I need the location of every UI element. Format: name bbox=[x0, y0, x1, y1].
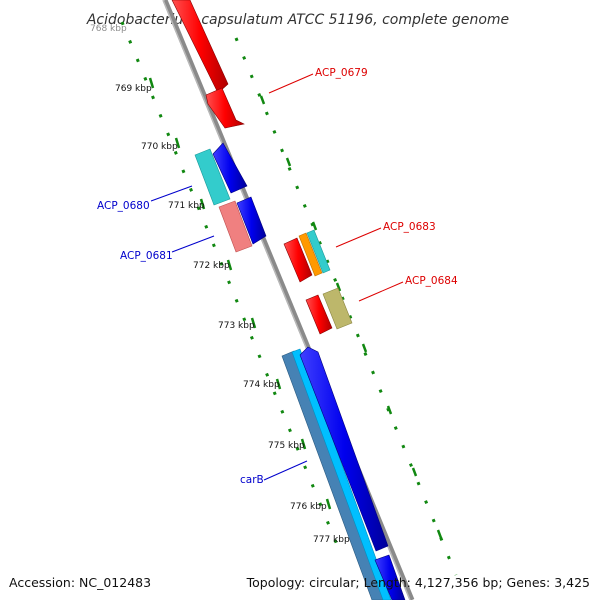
tick-mark bbox=[386, 405, 393, 415]
gene-acp0679-part2[interactable] bbox=[205, 87, 245, 129]
label-acp0681[interactable]: ACP_0681 bbox=[120, 250, 173, 262]
gene-acp0683-red[interactable] bbox=[283, 237, 313, 283]
gene-acp0684-red[interactable] bbox=[305, 294, 333, 335]
label-acp0684[interactable]: ACP_0684 bbox=[405, 275, 458, 287]
tick-mark bbox=[148, 77, 155, 89]
gene-acp0684[interactable] bbox=[322, 287, 353, 330]
tick-mark bbox=[199, 198, 206, 210]
tick-mark bbox=[275, 378, 282, 390]
tick-label-772: 772 kbp bbox=[193, 261, 230, 271]
leader-carB bbox=[263, 460, 308, 481]
inner-ruler bbox=[120, 21, 342, 553]
tick-mark bbox=[285, 157, 292, 167]
leader-acp0681 bbox=[171, 235, 215, 253]
label-carB[interactable]: carB bbox=[240, 474, 264, 486]
gene-labels: ACP_0679 ACP_0680 ACP_0681 ACP_0683 ACP_… bbox=[97, 67, 458, 486]
tick-mark bbox=[361, 343, 368, 353]
tick-label-771: 771 kbp bbox=[168, 201, 205, 211]
tick-label-775: 775 kbp bbox=[268, 441, 305, 451]
gene-carB[interactable] bbox=[291, 348, 392, 600]
leader-acp0684 bbox=[358, 281, 404, 302]
tick-mark bbox=[311, 221, 318, 231]
label-acp0680[interactable]: ACP_0680 bbox=[97, 200, 150, 212]
tick-label-774: 774 kbp bbox=[243, 380, 280, 390]
map-title: Acidobacterium capsulatum ATCC 51196, co… bbox=[86, 12, 509, 28]
tick-label-769: 769 kbp bbox=[115, 84, 152, 94]
leader-acp0680 bbox=[150, 185, 193, 202]
tick-mark bbox=[411, 467, 418, 477]
tick-mark bbox=[259, 95, 266, 105]
gene-carB-partner-1[interactable] bbox=[299, 346, 389, 552]
tick-mark bbox=[436, 529, 443, 539]
genome-summary-text: Topology: circular; Length: 4,127,356 bp… bbox=[246, 575, 590, 590]
tick-mark bbox=[226, 259, 233, 271]
tick-mark bbox=[250, 317, 257, 329]
tick-mark bbox=[174, 137, 181, 149]
gene-carB-steel[interactable] bbox=[281, 350, 385, 600]
gene-acp0680-partner[interactable] bbox=[212, 142, 248, 194]
leader-acp0683 bbox=[335, 227, 382, 248]
tick-mark bbox=[300, 438, 307, 450]
tick-mark bbox=[335, 282, 342, 292]
accession-text: Accession: NC_012483 bbox=[9, 575, 151, 590]
label-acp0683[interactable]: ACP_0683 bbox=[383, 221, 436, 233]
gene-features bbox=[171, 0, 406, 600]
gene-acp0681-partner[interactable] bbox=[236, 196, 267, 245]
tick-label-768: 768 kbp bbox=[90, 24, 127, 34]
gene-acp0681[interactable] bbox=[218, 200, 253, 253]
gene-acp0679-part1[interactable] bbox=[171, 0, 229, 94]
label-acp0679[interactable]: ACP_0679 bbox=[315, 67, 368, 79]
tick-mark bbox=[325, 498, 332, 510]
tick-labels: 768 kbp 769 kbp 770 kbp 771 kbp 772 kbp … bbox=[90, 24, 350, 545]
gene-carB-partner-2[interactable] bbox=[374, 554, 406, 600]
leader-lines bbox=[150, 73, 404, 481]
gene-acp0680[interactable] bbox=[194, 148, 231, 206]
inner-ruler-ticks bbox=[148, 77, 332, 510]
tick-label-770: 770 kbp bbox=[141, 142, 178, 152]
tick-label-776: 776 kbp bbox=[290, 502, 327, 512]
leader-acp0679 bbox=[268, 73, 314, 94]
gene-acp0683-orange[interactable] bbox=[298, 232, 323, 277]
outer-ruler-ticks bbox=[259, 95, 443, 539]
gene-acp0683[interactable] bbox=[306, 229, 331, 274]
tick-label-773: 773 kbp bbox=[218, 321, 255, 331]
tick-label-777: 777 kbp bbox=[313, 535, 350, 545]
